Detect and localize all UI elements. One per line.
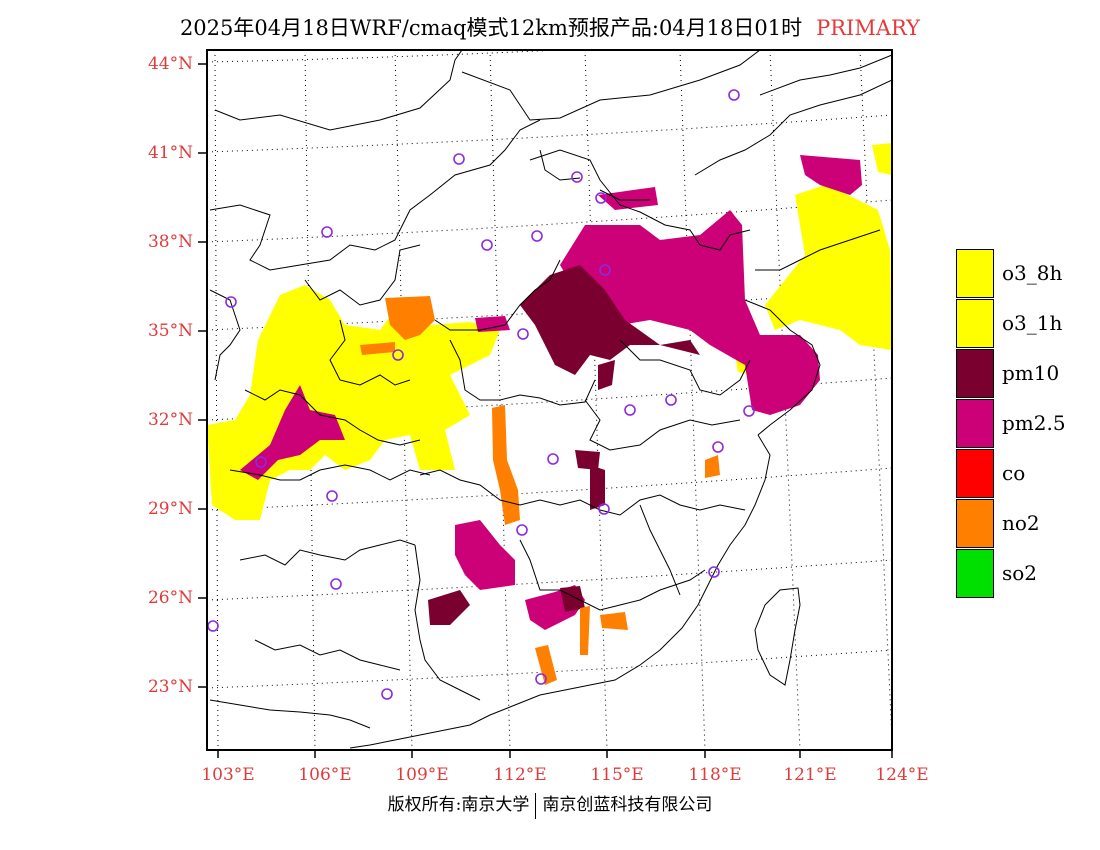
legend-swatch xyxy=(956,299,994,348)
legend-label: co xyxy=(1002,461,1026,485)
station-markers xyxy=(207,89,755,700)
map-title: 2025年04月18日WRF/cmaq模式12km预报产品:04月18日01时 P… xyxy=(0,12,1100,42)
copyright-left: 版权所有:南京大学 xyxy=(387,795,530,815)
legend-swatch xyxy=(956,399,994,448)
lat-label: 29°N xyxy=(147,499,193,519)
legend-label: pm2.5 xyxy=(1002,411,1066,435)
title-text: 2025年04月18日WRF/cmaq模式12km预报产品:04月18日01时 xyxy=(179,16,803,40)
legend-label: no2 xyxy=(1002,511,1040,535)
lat-label: 41°N xyxy=(147,143,193,163)
legend-swatch xyxy=(956,499,994,548)
lon-label: 109°E xyxy=(395,765,449,785)
footer-separator xyxy=(535,792,537,819)
lon-label: 121°E xyxy=(783,765,837,785)
legend-swatch xyxy=(956,449,994,498)
map-frame xyxy=(206,49,893,751)
axis-ticks xyxy=(198,63,893,758)
pollution-patches xyxy=(207,143,892,685)
legend-swatch xyxy=(956,349,994,398)
lon-label: 112°E xyxy=(493,765,547,785)
lat-label: 44°N xyxy=(147,54,193,74)
lat-label: 35°N xyxy=(147,321,193,341)
lon-label: 118°E xyxy=(688,765,742,785)
lon-label: 124°E xyxy=(875,765,929,785)
boundaries xyxy=(209,50,892,749)
legend-swatch xyxy=(956,249,994,298)
legend-label: so2 xyxy=(1002,561,1038,585)
legend-label: o3_8h xyxy=(1002,261,1063,285)
lat-label: 32°N xyxy=(147,410,193,430)
legend-swatch xyxy=(956,549,994,598)
copyright-right: 南京创蓝科技有限公司 xyxy=(542,795,713,815)
copyright-footer: 版权所有:南京大学 南京创蓝科技有限公司 xyxy=(0,790,1100,819)
lon-label: 106°E xyxy=(298,765,352,785)
legend-label: o3_1h xyxy=(1002,311,1063,335)
lon-label: 103°E xyxy=(201,765,255,785)
lat-label: 23°N xyxy=(147,677,193,697)
lon-label: 115°E xyxy=(590,765,644,785)
title-tag: PRIMARY xyxy=(816,16,921,40)
lat-label: 26°N xyxy=(147,588,193,608)
legend-label: pm10 xyxy=(1002,361,1060,385)
lat-label: 38°N xyxy=(147,232,193,252)
